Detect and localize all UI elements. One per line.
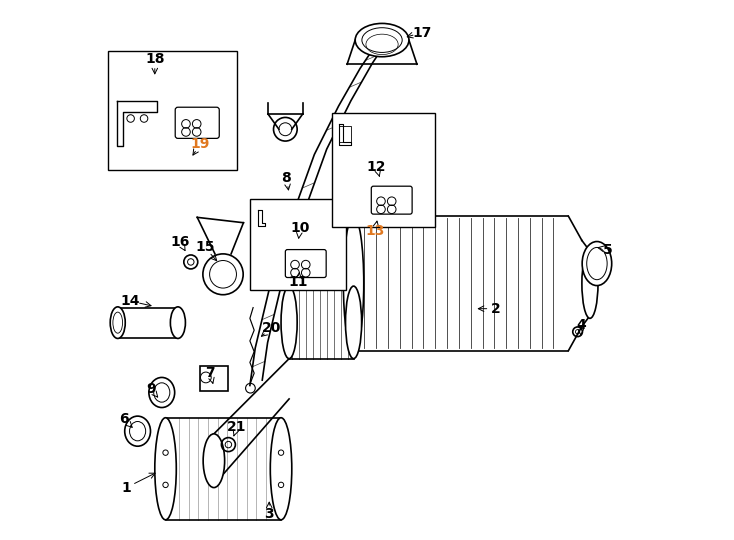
FancyBboxPatch shape (175, 107, 219, 138)
Bar (332, 113, 435, 227)
Ellipse shape (170, 307, 186, 339)
Ellipse shape (203, 434, 225, 488)
Text: 9: 9 (146, 382, 156, 396)
Text: 8: 8 (282, 171, 291, 185)
Ellipse shape (582, 241, 611, 286)
Text: 18: 18 (145, 52, 164, 66)
FancyBboxPatch shape (286, 249, 326, 278)
Circle shape (200, 372, 211, 383)
Ellipse shape (125, 416, 150, 446)
Text: 3: 3 (264, 508, 274, 522)
Ellipse shape (110, 307, 126, 339)
Ellipse shape (155, 418, 176, 520)
Text: 16: 16 (170, 235, 189, 249)
Bar (339, 126, 351, 142)
Text: 17: 17 (412, 25, 432, 39)
Ellipse shape (281, 286, 297, 359)
Text: 7: 7 (206, 366, 215, 380)
Text: 14: 14 (121, 294, 140, 308)
Ellipse shape (203, 254, 243, 295)
Ellipse shape (355, 23, 409, 57)
Text: 12: 12 (367, 160, 386, 174)
Bar (108, 51, 237, 170)
Bar (250, 199, 346, 291)
Ellipse shape (344, 217, 364, 350)
Text: 10: 10 (290, 221, 310, 235)
Text: 13: 13 (366, 224, 385, 238)
Text: 11: 11 (288, 275, 308, 289)
Text: 5: 5 (603, 242, 613, 256)
Text: 15: 15 (195, 240, 214, 254)
Ellipse shape (149, 377, 175, 408)
FancyBboxPatch shape (371, 186, 412, 214)
Ellipse shape (270, 418, 292, 520)
Bar (200, 366, 228, 392)
Ellipse shape (346, 286, 362, 359)
Text: 1: 1 (121, 481, 131, 495)
Text: 2: 2 (491, 302, 501, 316)
Text: 20: 20 (262, 321, 281, 335)
Text: 21: 21 (228, 420, 247, 434)
Text: 6: 6 (120, 413, 129, 427)
Text: 19: 19 (191, 137, 210, 151)
Text: 4: 4 (576, 318, 586, 332)
Ellipse shape (582, 248, 598, 319)
